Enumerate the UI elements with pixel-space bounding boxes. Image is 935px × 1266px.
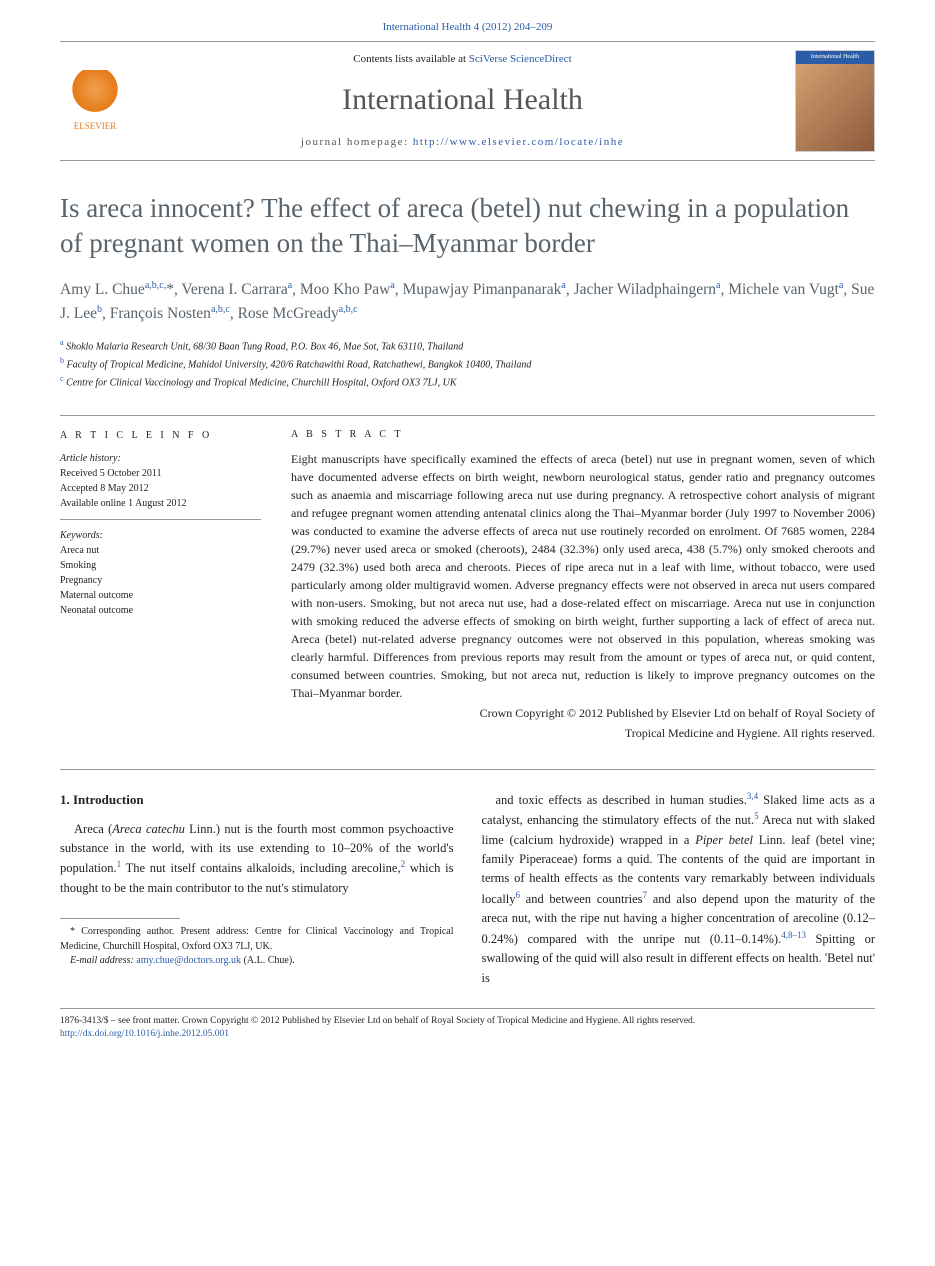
article-title: Is areca innocent? The effect of areca (… bbox=[60, 191, 875, 260]
affiliation-line: b Faculty of Tropical Medicine, Mahidol … bbox=[60, 355, 875, 373]
intro-para-left: Areca (Areca catechu Linn.) nut is the f… bbox=[60, 820, 454, 899]
email-label: E-mail address: bbox=[70, 955, 136, 966]
contents-prefix: Contents lists available at bbox=[353, 53, 468, 65]
journal-cover-thumbnail: International Health bbox=[795, 50, 875, 152]
abstract-heading: A B S T R A C T bbox=[291, 428, 875, 442]
keyword: Areca nut bbox=[60, 543, 261, 558]
article-info-column: A R T I C L E I N F O Article history: R… bbox=[60, 416, 275, 755]
contents-available-line: Contents lists available at SciVerse Sci… bbox=[130, 52, 795, 67]
intro-para-right: and toxic effects as described in human … bbox=[482, 790, 876, 988]
doi-link[interactable]: http://dx.doi.org/10.1016/j.inhe.2012.05… bbox=[60, 1029, 229, 1039]
affiliation-line: c Centre for Clinical Vaccinology and Tr… bbox=[60, 373, 875, 391]
keyword: Pregnancy bbox=[60, 573, 261, 588]
elsevier-logo: ELSEVIER bbox=[60, 70, 130, 133]
sciencedirect-link[interactable]: SciVerse ScienceDirect bbox=[469, 53, 572, 65]
email-suffix: (A.L. Chue). bbox=[241, 955, 295, 966]
body-column-left: 1. Introduction Areca (Areca catechu Lin… bbox=[60, 790, 454, 988]
author-list: Amy L. Chuea,b,c,*, Verena I. Carraraa, … bbox=[60, 278, 875, 325]
abstract-copyright-1: Crown Copyright © 2012 Published by Else… bbox=[291, 705, 875, 722]
body-columns: 1. Introduction Areca (Areca catechu Lin… bbox=[60, 790, 875, 988]
masthead: ELSEVIER Contents lists available at Sci… bbox=[60, 41, 875, 161]
abstract-text: Eight manuscripts have specifically exam… bbox=[291, 450, 875, 702]
journal-name: International Health bbox=[130, 79, 795, 121]
page-footer: 1876-3413/$ – see front matter. Crown Co… bbox=[60, 1008, 875, 1042]
abstract-copyright-2: Tropical Medicine and Hygiene. All right… bbox=[291, 725, 875, 742]
abstract-column: A B S T R A C T Eight manuscripts have s… bbox=[275, 416, 875, 755]
journal-homepage-line: journal homepage: http://www.elsevier.co… bbox=[130, 135, 795, 150]
cover-image bbox=[796, 64, 874, 152]
cover-title: International Health bbox=[796, 51, 874, 63]
keyword: Smoking bbox=[60, 558, 261, 573]
history-label: Article history: bbox=[60, 451, 261, 466]
affiliation-line: a Shoklo Malaria Research Unit, 68/30 Ba… bbox=[60, 337, 875, 355]
affiliations: a Shoklo Malaria Research Unit, 68/30 Ba… bbox=[60, 337, 875, 390]
section-rule bbox=[60, 769, 875, 770]
keywords-label: Keywords: bbox=[60, 528, 261, 543]
corresponding-star: * bbox=[70, 926, 75, 937]
masthead-center: Contents lists available at SciVerse Sci… bbox=[130, 52, 795, 151]
footer-copyright: 1876-3413/$ – see front matter. Crown Co… bbox=[60, 1015, 875, 1028]
email-footnote: E-mail address: amy.chue@doctors.org.uk … bbox=[60, 954, 454, 969]
homepage-prefix: journal homepage: bbox=[301, 136, 413, 148]
homepage-link[interactable]: http://www.elsevier.com/locate/inhe bbox=[413, 136, 624, 148]
email-link[interactable]: amy.chue@doctors.org.uk bbox=[136, 955, 241, 966]
received-date: Received 5 October 2011 bbox=[60, 466, 261, 481]
keyword: Maternal outcome bbox=[60, 588, 261, 603]
intro-heading: 1. Introduction bbox=[60, 790, 454, 810]
elsevier-tree-icon bbox=[71, 70, 119, 118]
keyword: Neonatal outcome bbox=[60, 603, 261, 618]
article-info-heading: A R T I C L E I N F O bbox=[60, 428, 261, 443]
online-date: Available online 1 August 2012 bbox=[60, 496, 261, 511]
corresponding-footnote: * Corresponding author. Present address:… bbox=[60, 925, 454, 954]
body-column-right: and toxic effects as described in human … bbox=[482, 790, 876, 988]
accepted-date: Accepted 8 May 2012 bbox=[60, 481, 261, 496]
info-abstract-row: A R T I C L E I N F O Article history: R… bbox=[60, 415, 875, 755]
keywords-block: Keywords: Areca nutSmokingPregnancyMater… bbox=[60, 528, 261, 618]
publisher-name: ELSEVIER bbox=[60, 120, 130, 133]
article-history-block: Article history: Received 5 October 2011… bbox=[60, 451, 261, 520]
corresponding-text: Corresponding author. Present address: C… bbox=[60, 926, 454, 952]
top-citation: International Health 4 (2012) 204–209 bbox=[60, 20, 875, 35]
footnote-rule bbox=[60, 918, 180, 919]
